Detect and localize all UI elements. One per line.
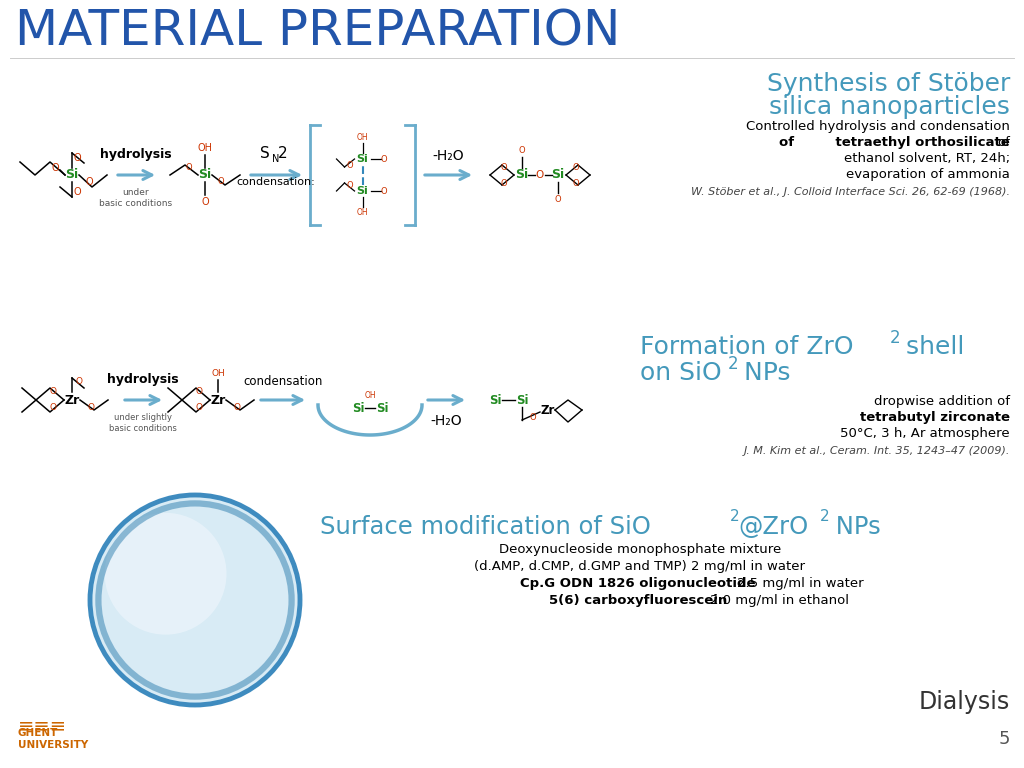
Text: NPs: NPs xyxy=(736,361,791,385)
Text: 50°C, 3 h, Ar atmosphere: 50°C, 3 h, Ar atmosphere xyxy=(841,427,1010,440)
Text: hydrolysis: hydrolysis xyxy=(108,373,179,386)
Text: 2: 2 xyxy=(730,509,739,524)
Text: J. M. Kim et al., Ceram. Int. 35, 1243–47 (2009).: J. M. Kim et al., Ceram. Int. 35, 1243–4… xyxy=(743,446,1010,456)
Text: Si: Si xyxy=(515,168,528,181)
Text: Si: Si xyxy=(352,402,365,415)
Text: shell: shell xyxy=(898,335,965,359)
Text: silica nanoparticles: silica nanoparticles xyxy=(769,95,1010,119)
Text: 2: 2 xyxy=(278,146,288,161)
Text: MATERIAL PREPARATION: MATERIAL PREPARATION xyxy=(15,8,621,56)
Text: O: O xyxy=(49,388,56,396)
Text: 2: 2 xyxy=(820,509,829,524)
Text: -H₂O: -H₂O xyxy=(432,149,464,163)
Text: Zr: Zr xyxy=(65,393,80,406)
Text: evaporation of ammonia: evaporation of ammonia xyxy=(846,168,1010,181)
Text: under
basic conditions: under basic conditions xyxy=(99,188,173,208)
Text: condensation: condensation xyxy=(244,375,323,388)
Text: O: O xyxy=(381,154,387,164)
Text: (d.AMP, d.CMP, d.GMP and TMP) 2 mg/ml in water: (d.AMP, d.CMP, d.GMP and TMP) 2 mg/ml in… xyxy=(474,560,806,573)
Text: O: O xyxy=(87,402,94,412)
Text: W. Stöber et al., J. Colloid Interface Sci. 26, 62-69 (1968).: W. Stöber et al., J. Colloid Interface S… xyxy=(691,187,1010,197)
Text: O: O xyxy=(74,187,82,197)
Text: O: O xyxy=(501,178,507,187)
Text: of: of xyxy=(997,136,1010,149)
Text: Si: Si xyxy=(552,168,564,181)
Text: Si: Si xyxy=(356,186,369,196)
Text: O: O xyxy=(85,177,93,187)
Text: O: O xyxy=(75,376,82,386)
Circle shape xyxy=(90,495,300,705)
Text: under slightly
basic conditions: under slightly basic conditions xyxy=(110,413,177,433)
Text: Deoxynucleoside monophosphate mixture: Deoxynucleoside monophosphate mixture xyxy=(499,543,781,556)
Text: Si: Si xyxy=(66,168,79,181)
Text: NPs: NPs xyxy=(828,515,881,539)
Text: Zr: Zr xyxy=(210,393,225,406)
Text: O: O xyxy=(346,161,353,170)
Text: -H₂O: -H₂O xyxy=(430,414,462,428)
Text: GHENT
UNIVERSITY: GHENT UNIVERSITY xyxy=(18,728,88,750)
Text: Zr: Zr xyxy=(541,403,555,416)
Text: Si: Si xyxy=(516,393,528,406)
Circle shape xyxy=(104,513,226,634)
Text: ≡≡≡: ≡≡≡ xyxy=(18,716,68,735)
Text: O: O xyxy=(49,403,56,412)
Text: O: O xyxy=(501,163,507,171)
Text: O: O xyxy=(529,413,537,422)
Text: O: O xyxy=(381,187,387,196)
Text: on SiO: on SiO xyxy=(640,361,722,385)
Text: OH: OH xyxy=(365,390,376,399)
Text: N: N xyxy=(272,154,280,164)
Text: S: S xyxy=(260,146,270,161)
Text: 2: 2 xyxy=(890,329,901,347)
Text: tetrabutyl zirconate: tetrabutyl zirconate xyxy=(860,411,1010,424)
Text: hydrolysis: hydrolysis xyxy=(100,148,172,161)
Text: Si: Si xyxy=(488,393,502,406)
Text: Surface modification of SiO: Surface modification of SiO xyxy=(319,515,651,539)
Text: 5(6) carboxyfluorescein: 5(6) carboxyfluorescein xyxy=(549,594,731,607)
Text: dropwise addition of: dropwise addition of xyxy=(874,395,1010,408)
Text: 2: 2 xyxy=(728,355,738,373)
Text: Si: Si xyxy=(199,168,212,181)
Text: Synthesis of Stöber: Synthesis of Stöber xyxy=(767,72,1010,96)
Text: O: O xyxy=(346,180,353,190)
Text: 2.0 mg/ml in ethanol: 2.0 mg/ml in ethanol xyxy=(711,594,850,607)
Text: O: O xyxy=(51,163,58,173)
Text: OH: OH xyxy=(356,133,369,142)
Text: condensation:: condensation: xyxy=(237,177,315,187)
Text: O: O xyxy=(196,388,203,396)
Text: @ZrO: @ZrO xyxy=(738,515,808,539)
Text: O: O xyxy=(233,402,241,412)
Text: O: O xyxy=(519,146,525,155)
Text: Si: Si xyxy=(376,402,388,415)
Text: Si: Si xyxy=(356,154,369,164)
Text: O: O xyxy=(572,178,580,187)
Text: O: O xyxy=(218,177,224,187)
Text: Cp.G ODN 1826 oligonucleotide: Cp.G ODN 1826 oligonucleotide xyxy=(520,577,760,590)
Text: O: O xyxy=(555,195,561,204)
Text: O: O xyxy=(196,403,203,412)
Text: of               tetraethyl orthosilicate: of tetraethyl orthosilicate xyxy=(779,136,1010,149)
Text: 5: 5 xyxy=(998,730,1010,748)
Text: O: O xyxy=(74,153,82,163)
Text: O: O xyxy=(572,163,580,171)
Text: Dialysis: Dialysis xyxy=(919,690,1010,714)
Text: OH: OH xyxy=(198,143,213,153)
Text: O: O xyxy=(536,170,544,180)
Text: Formation of ZrO: Formation of ZrO xyxy=(640,335,853,359)
Text: O: O xyxy=(201,197,209,207)
Text: Controlled hydrolysis and condensation: Controlled hydrolysis and condensation xyxy=(746,120,1010,133)
Text: 2.5 mg/ml in water: 2.5 mg/ml in water xyxy=(736,577,863,590)
Text: O: O xyxy=(185,164,193,173)
Text: OH: OH xyxy=(211,369,225,378)
Text: ethanol solvent, RT, 24h;: ethanol solvent, RT, 24h; xyxy=(844,152,1010,165)
Text: OH: OH xyxy=(356,208,369,217)
